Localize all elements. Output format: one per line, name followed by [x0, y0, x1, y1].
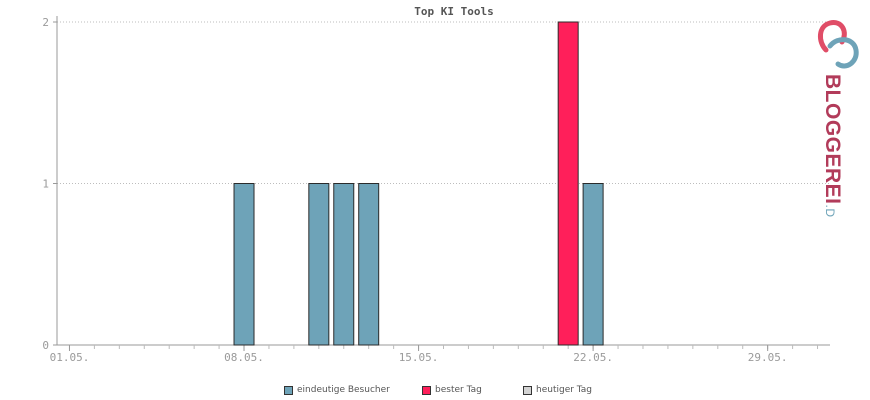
bar — [333, 183, 355, 346]
logo-icon — [818, 20, 859, 69]
logo-text: BLOGGEREI — [821, 74, 844, 205]
bar — [233, 183, 255, 346]
bar — [582, 183, 604, 346]
y-tick-labels: 0 1 2 — [42, 16, 49, 352]
legend-label: bester Tag — [435, 385, 482, 395]
legend-swatch — [284, 385, 293, 395]
legend: eindeutige Besucher bester Tag heutiger … — [0, 385, 870, 399]
legend-label: eindeutige Besucher — [297, 385, 390, 395]
y-tick-label: 2 — [42, 16, 49, 29]
bar — [308, 183, 330, 346]
legend-item-heutiger-tag: heutiger Tag — [523, 385, 592, 395]
bloggerei-logo: BLOGGEREI.DE — [812, 18, 870, 226]
bar — [358, 183, 380, 346]
x-tick-label: 29.05. — [748, 351, 788, 364]
logo-suffix: .DE — [823, 205, 837, 218]
bar — [557, 21, 579, 346]
chart-title: Top KI Tools — [414, 5, 494, 18]
legend-item-eindeutige-besucher: eindeutige Besucher — [284, 385, 390, 395]
y-tick-label: 0 — [42, 339, 49, 352]
x-tick-label: 15.05. — [399, 351, 439, 364]
bars — [233, 21, 604, 346]
svg-text:BLOGGEREI.DE: BLOGGEREI.DE — [821, 74, 844, 218]
bar-chart: 01.05. 08.05. 15.05. 22.05. 29.05. 0 1 2 — [42, 16, 830, 364]
legend-swatch — [422, 385, 431, 395]
grid-lines — [57, 21, 830, 184]
axes — [53, 16, 830, 351]
x-tick-label: 08.05. — [224, 351, 264, 364]
x-tick-label: 22.05. — [573, 351, 613, 364]
legend-label: heutiger Tag — [536, 385, 593, 395]
x-tick-labels: 01.05. 08.05. 15.05. 22.05. 29.05. — [50, 351, 788, 364]
y-tick-label: 1 — [42, 178, 49, 191]
x-tick-label: 01.05. — [50, 351, 90, 364]
legend-swatch — [523, 385, 532, 395]
legend-item-bester-tag: bester Tag — [422, 385, 482, 395]
